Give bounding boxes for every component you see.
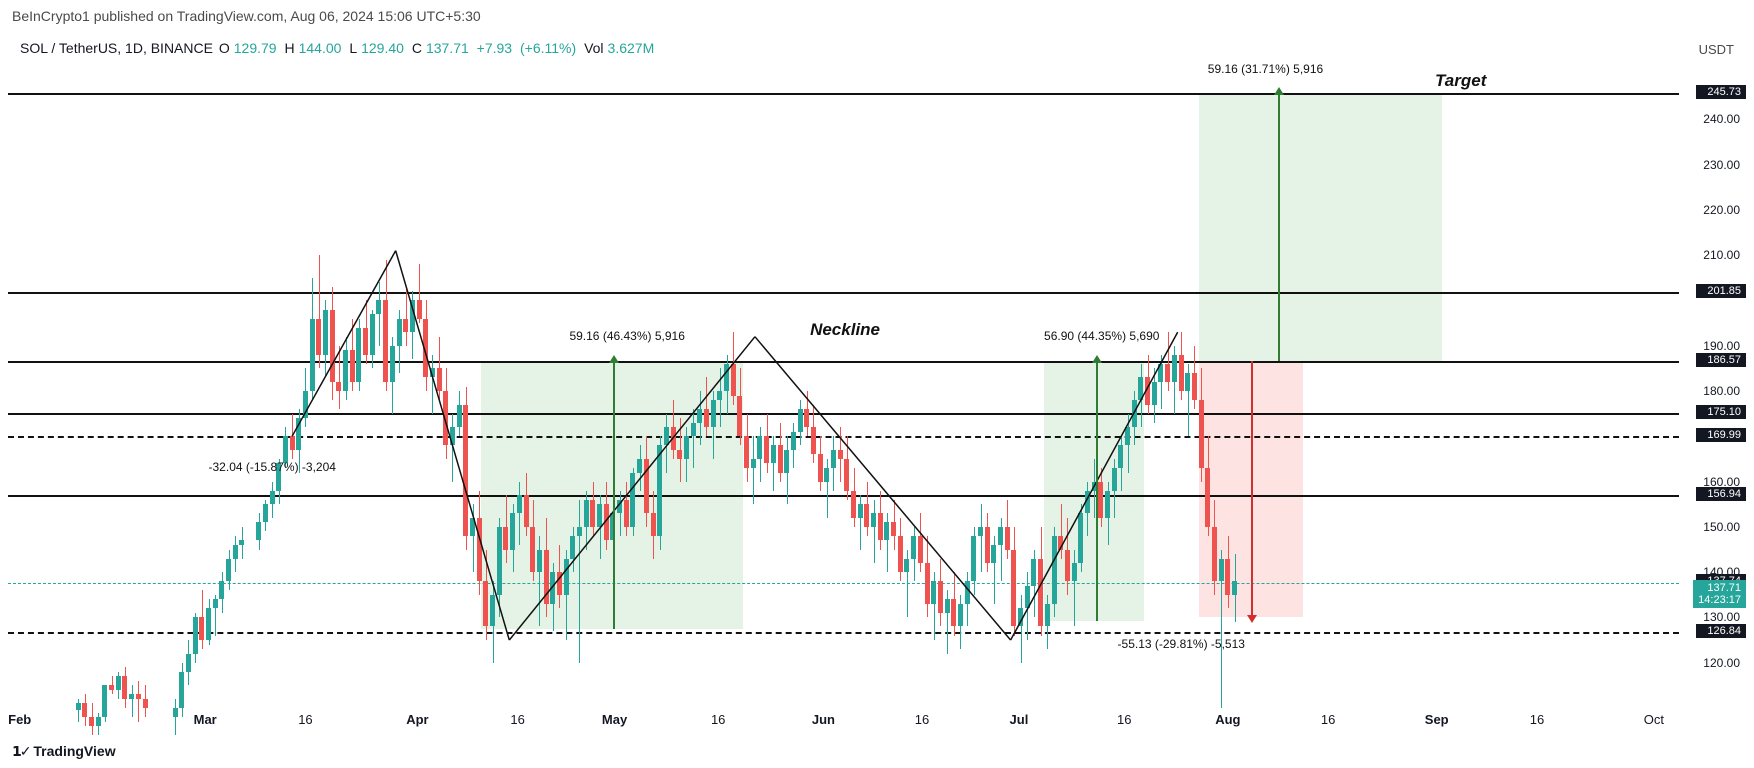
annotation-text[interactable]: Neckline bbox=[810, 320, 880, 340]
arrow-head-icon bbox=[1092, 355, 1102, 363]
annotation-text[interactable]: Target bbox=[1435, 71, 1486, 91]
measure-arrow bbox=[1096, 361, 1098, 620]
y-tick: 120.00 bbox=[1703, 656, 1740, 670]
live-price-tag: 137.7114:23:17 bbox=[1693, 580, 1746, 608]
y-tick: 210.00 bbox=[1703, 248, 1740, 262]
x-axis[interactable]: Feb Mar 16 Apr 16 May 16 Jun 16 Jul 16 Aug 16 Sep 16 Oc… bbox=[8, 712, 1679, 732]
x-tick: 16 bbox=[1530, 712, 1544, 727]
x-tick: Aug bbox=[1215, 712, 1240, 727]
measure-arrow bbox=[1251, 361, 1253, 617]
x-tick: Apr bbox=[406, 712, 428, 727]
y-tick: 230.00 bbox=[1703, 158, 1740, 172]
arrow-head-icon bbox=[1247, 615, 1257, 623]
annotation-text[interactable]: -55.13 (-29.81%) -5,513 bbox=[1118, 637, 1245, 651]
trendlines bbox=[8, 65, 1679, 708]
ticker-info: SOL / TetherUS, 1D, BINANCE O129.79 H144… bbox=[20, 40, 656, 56]
arrow-head-icon bbox=[1274, 87, 1284, 95]
x-tick: Mar bbox=[194, 712, 217, 727]
measure-arrow bbox=[1278, 93, 1280, 361]
annotation-text[interactable]: 56.90 (44.35%) 5,690 bbox=[1044, 329, 1159, 343]
attribution-logo: 𝟭✓ TradingView bbox=[12, 743, 116, 760]
ohlc-close: 137.71 bbox=[426, 40, 469, 56]
ohlc-low: 129.40 bbox=[361, 40, 404, 56]
x-tick: Sep bbox=[1425, 712, 1449, 727]
publish-header: BeInCrypto1 published on TradingView.com… bbox=[12, 8, 481, 24]
ohlc-vol: 3.627M bbox=[608, 40, 655, 56]
price-tag: 175.10 bbox=[1696, 405, 1746, 419]
y-tick: 180.00 bbox=[1703, 384, 1740, 398]
y-tick: 220.00 bbox=[1703, 203, 1740, 217]
x-tick: 16 bbox=[298, 712, 312, 727]
x-tick: Jun bbox=[812, 712, 835, 727]
x-tick: Jul bbox=[1010, 712, 1029, 727]
chart-area[interactable]: -32.04 (-15.87%) -3,204 59.16 (46.43%) 5,… bbox=[8, 65, 1679, 708]
y-tick: 190.00 bbox=[1703, 339, 1740, 353]
y-tick: 130.00 bbox=[1703, 610, 1740, 624]
y-tick: 240.00 bbox=[1703, 112, 1740, 126]
symbol: SOL / TetherUS, 1D, BINANCE bbox=[20, 40, 213, 56]
ohlc-open: 129.79 bbox=[234, 40, 277, 56]
x-tick: 16 bbox=[510, 712, 524, 727]
x-tick: 16 bbox=[915, 712, 929, 727]
annotation-text[interactable]: -32.04 (-15.87%) -3,204 bbox=[209, 460, 336, 474]
y-tick: 150.00 bbox=[1703, 520, 1740, 534]
x-tick: 16 bbox=[711, 712, 725, 727]
price-tag: 126.84 bbox=[1696, 624, 1746, 638]
y-axis[interactable]: 120.00130.00140.00150.00160.00170.00180.… bbox=[1684, 65, 1746, 708]
price-tag: 201.85 bbox=[1696, 284, 1746, 298]
price-tag: 245.73 bbox=[1696, 85, 1746, 99]
ohlc-changepct: (+6.11%) bbox=[520, 40, 576, 56]
currency-label: USDT bbox=[1699, 42, 1734, 57]
price-tag: 169.99 bbox=[1696, 428, 1746, 442]
price-tag: 186.57 bbox=[1696, 353, 1746, 367]
arrow-head-icon bbox=[609, 355, 619, 363]
x-tick: Oct bbox=[1644, 712, 1664, 727]
annotation-text[interactable]: 59.16 (31.71%) 5,916 bbox=[1208, 62, 1323, 76]
price-tag: 156.94 bbox=[1696, 487, 1746, 501]
x-tick: May bbox=[602, 712, 627, 727]
measure-arrow bbox=[613, 361, 615, 629]
x-tick: Feb bbox=[8, 712, 31, 727]
ohlc-high: 144.00 bbox=[299, 40, 342, 56]
annotation-text[interactable]: 59.16 (46.43%) 5,916 bbox=[569, 329, 684, 343]
ohlc-change: +7.93 bbox=[477, 40, 512, 56]
x-tick: 16 bbox=[1321, 712, 1335, 727]
x-tick: 16 bbox=[1117, 712, 1131, 727]
